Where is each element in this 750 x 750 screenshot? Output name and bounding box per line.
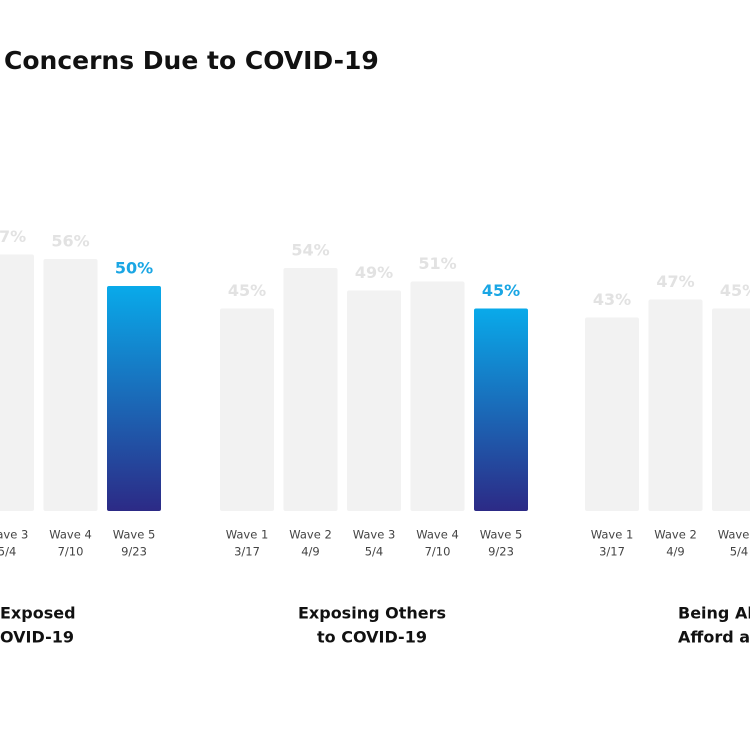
date-label: 9/23 — [488, 545, 514, 559]
wave-label: Wave 5 — [480, 528, 523, 542]
wave-label: Wave 4 — [416, 528, 459, 542]
value-label: 54% — [291, 241, 329, 260]
group-label: to COVID-19 — [317, 628, 427, 647]
wave-label: Wave 1 — [226, 528, 269, 542]
date-label: 9/23 — [121, 545, 147, 559]
bar — [410, 281, 465, 511]
bar — [283, 268, 338, 511]
group-label: OVID-19 — [0, 628, 74, 647]
value-label: 57% — [0, 227, 26, 246]
wave-label: Wave 4 — [49, 528, 92, 542]
value-label: 45% — [228, 281, 266, 300]
bar — [648, 299, 703, 511]
date-label: 7/10 — [58, 545, 84, 559]
value-label: 47% — [656, 272, 694, 291]
date-label: 7/10 — [425, 545, 451, 559]
chart-title: Concerns Due to COVID-19 — [4, 46, 379, 75]
date-label: 3/17 — [599, 545, 625, 559]
wave-label: Wave 3 — [0, 528, 28, 542]
value-label: 49% — [355, 263, 393, 282]
wave-label: Wave 5 — [113, 528, 156, 542]
bar — [220, 308, 274, 511]
bar — [347, 290, 401, 511]
date-label: 5/4 — [730, 545, 749, 559]
bar — [107, 286, 161, 511]
group-label: Afford a V — [678, 628, 750, 647]
bar — [43, 259, 98, 511]
wave-label: Wave 1 — [591, 528, 634, 542]
value-label: 45% — [720, 281, 750, 300]
value-label: 45% — [482, 281, 520, 300]
bar — [712, 308, 750, 511]
bar — [585, 317, 639, 511]
group-label: Exposing Others — [298, 604, 446, 623]
date-label: 3/17 — [234, 545, 260, 559]
value-label: 51% — [418, 254, 456, 273]
date-label: 5/4 — [0, 545, 16, 559]
value-label: 56% — [51, 232, 89, 251]
wave-label: Wave 2 — [289, 528, 332, 542]
wave-label: Wave 3 — [718, 528, 750, 542]
value-label: 43% — [593, 290, 631, 309]
group-label: Being Al — [678, 604, 750, 623]
bar — [474, 308, 528, 511]
value-label: 50% — [115, 259, 153, 278]
group-label: Exposed — [0, 604, 76, 623]
date-label: 5/4 — [365, 545, 384, 559]
wave-label: Wave 3 — [353, 528, 396, 542]
bar — [0, 254, 34, 511]
wave-label: Wave 2 — [654, 528, 697, 542]
date-label: 4/9 — [301, 545, 320, 559]
date-label: 4/9 — [666, 545, 685, 559]
